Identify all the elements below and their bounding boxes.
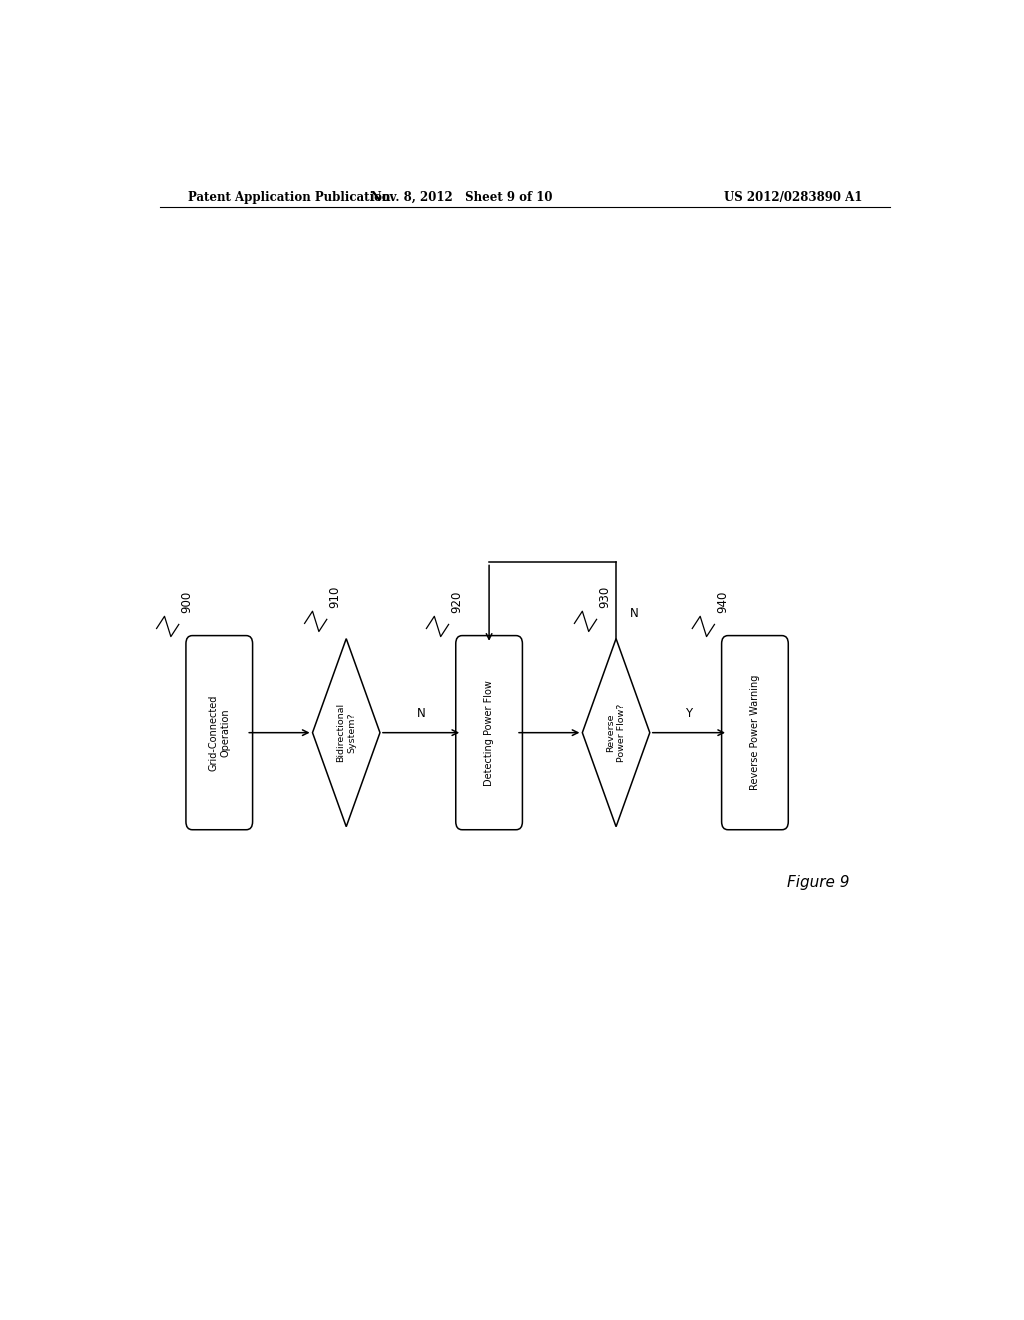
Text: Figure 9: Figure 9	[787, 875, 850, 890]
Text: 940: 940	[716, 591, 729, 614]
Text: 910: 910	[329, 586, 341, 609]
Polygon shape	[312, 639, 380, 826]
FancyBboxPatch shape	[456, 636, 522, 830]
Text: N: N	[631, 607, 639, 619]
Text: Y: Y	[685, 708, 692, 721]
Text: US 2012/0283890 A1: US 2012/0283890 A1	[724, 190, 862, 203]
Text: Nov. 8, 2012   Sheet 9 of 10: Nov. 8, 2012 Sheet 9 of 10	[371, 190, 552, 203]
Text: Grid-Connected
Operation: Grid-Connected Operation	[208, 694, 230, 771]
FancyBboxPatch shape	[722, 636, 788, 830]
Polygon shape	[583, 639, 650, 826]
Text: 930: 930	[598, 586, 611, 609]
Text: Detecting Power Flow: Detecting Power Flow	[484, 680, 495, 785]
Text: Reverse Power Warning: Reverse Power Warning	[750, 675, 760, 791]
Text: Patent Application Publication: Patent Application Publication	[187, 190, 390, 203]
Text: Reverse
Power Flow?: Reverse Power Flow?	[606, 704, 626, 762]
Text: Bidirectional
System?: Bidirectional System?	[336, 704, 356, 762]
Text: 900: 900	[180, 591, 194, 614]
Text: N: N	[417, 708, 425, 721]
FancyBboxPatch shape	[186, 636, 253, 830]
Text: 920: 920	[451, 591, 463, 614]
